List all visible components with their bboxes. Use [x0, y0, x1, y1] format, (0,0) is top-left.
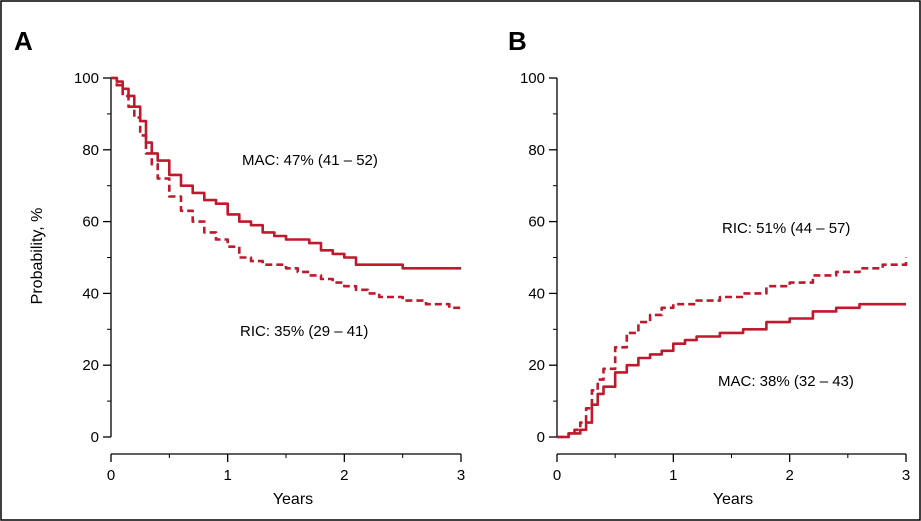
panel-b-annotation-ric: RIC: 51% (44 – 57) — [722, 220, 850, 237]
panel-a-xlabel: Years — [273, 491, 313, 508]
panel-b-y-tick-label-80: 80 — [528, 142, 545, 159]
panel-a-xaxis: 0 1 2 3 — [107, 453, 465, 484]
panel-a-annotations: MAC: 47% (41 – 52) RIC: 35% (29 – 41) — [240, 152, 378, 340]
panel-a-annotation-ric: RIC: 35% (29 – 41) — [240, 323, 368, 340]
panel-b-xaxis: 0 1 2 3 — [553, 453, 910, 484]
panel-a-letter: A — [14, 26, 33, 56]
panel-a: A 0 20 40 60 80 100 0 1 2 3 MAC: 47% (41 – 52) R… — [14, 26, 465, 508]
panel-b-letter: B — [508, 26, 527, 56]
panel-b-y-tick-label-20: 20 — [528, 357, 545, 374]
panel-a-y-tick-label-20: 20 — [82, 357, 99, 374]
panel-a-y-tick-label-100: 100 — [74, 70, 99, 87]
panel-a-yaxis: 0 20 40 60 80 100 — [74, 70, 112, 446]
panel-b-series — [557, 257, 908, 439]
panel-a-x-tick-label-1: 1 — [223, 467, 231, 484]
panel-b-annotation-mac: MAC: 38% (32 – 43) — [718, 373, 854, 390]
panel-a-y-tick-label-40: 40 — [82, 285, 99, 302]
panel-b-annotations: RIC: 51% (44 – 57) MAC: 38% (32 – 43) — [718, 220, 854, 390]
panel-a-y-tick-label-60: 60 — [82, 214, 99, 231]
panel-a-y-tick-label-80: 80 — [82, 142, 99, 159]
panel-b-series-ric-line — [557, 257, 908, 439]
panel-a-annotation-mac: MAC: 47% (41 – 52) — [242, 152, 378, 169]
panel-b-x-tick-label-3: 3 — [902, 467, 910, 484]
panel-a-series — [111, 76, 461, 310]
panel-b-yaxis: 0 20 40 60 80 100 — [520, 70, 558, 446]
panel-a-series-mac-line — [111, 76, 461, 270]
panel-a-x-tick-label-2: 2 — [340, 467, 348, 484]
panel-b-y-tick-label-100: 100 — [520, 70, 545, 87]
panel-b-y-tick-label-0: 0 — [537, 429, 545, 446]
panel-b: B 0 20 40 60 80 100 0 1 2 3 RIC: 51% (44 – 57) M… — [508, 26, 910, 508]
panel-b-y-tick-label-40: 40 — [528, 285, 545, 302]
panel-a-x-tick-label-3: 3 — [457, 467, 465, 484]
panel-a-x-tick-label-0: 0 — [107, 467, 115, 484]
panel-a-series-ric-line — [111, 76, 461, 310]
panel-b-x-tick-label-1: 1 — [669, 467, 677, 484]
panel-b-xlabel: Years — [713, 491, 753, 508]
panel-b-x-tick-label-2: 2 — [785, 467, 793, 484]
panel-b-series-mac-line — [557, 302, 906, 439]
panel-a-y-tick-label-0: 0 — [91, 429, 99, 446]
panel-b-y-tick-label-60: 60 — [528, 214, 545, 231]
panel-a-ylabel: Probability, % — [29, 208, 46, 305]
panel-b-x-tick-label-0: 0 — [553, 467, 561, 484]
